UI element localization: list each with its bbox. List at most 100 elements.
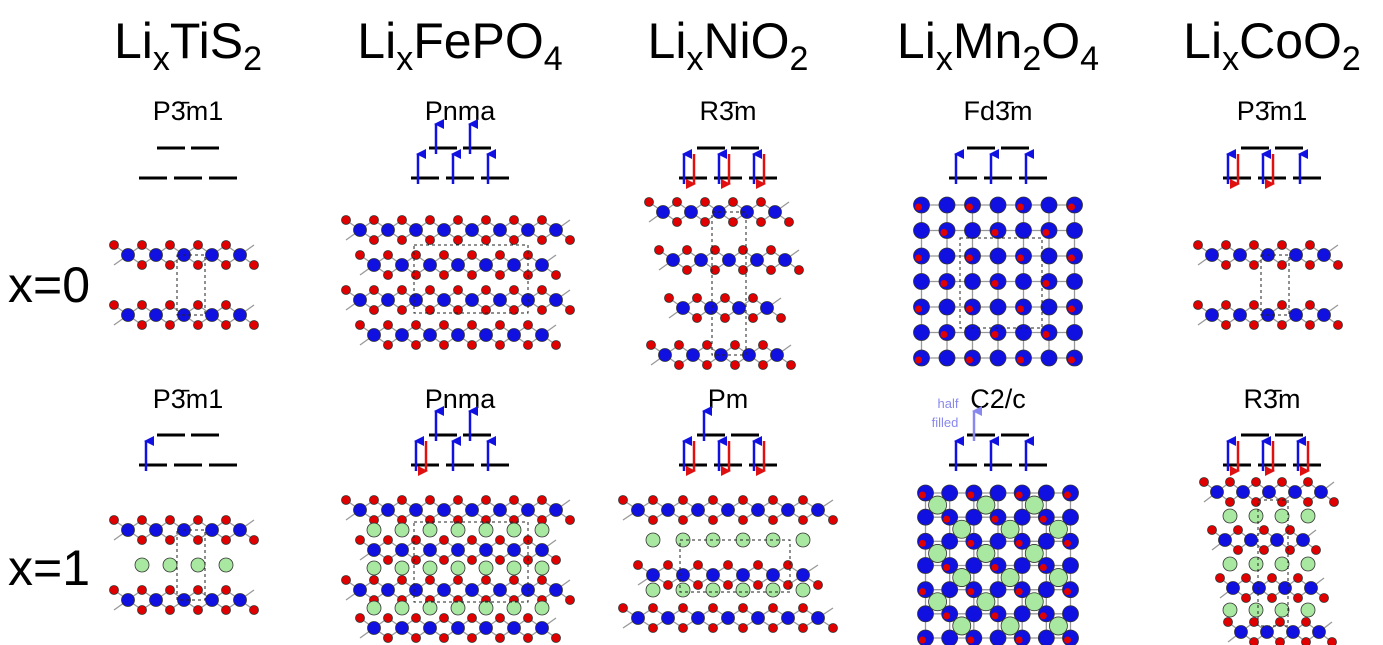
atom	[1275, 617, 1285, 627]
atom	[1066, 222, 1083, 239]
atom	[738, 603, 748, 613]
atom	[654, 245, 664, 255]
atom	[1260, 625, 1274, 639]
atom	[1015, 588, 1023, 596]
atom	[989, 581, 1007, 599]
atom	[1013, 557, 1031, 574]
atom	[928, 592, 947, 612]
atom	[509, 305, 519, 315]
atom	[366, 560, 382, 576]
atom	[708, 515, 718, 525]
atom	[383, 535, 393, 545]
atom	[165, 300, 175, 310]
atom	[353, 503, 367, 517]
atom	[952, 616, 972, 636]
atom	[221, 515, 231, 525]
atom	[479, 621, 493, 635]
atom	[381, 583, 395, 597]
atom	[425, 305, 435, 315]
atom	[674, 340, 684, 350]
atom	[751, 611, 765, 625]
atom	[740, 205, 754, 219]
atom	[663, 580, 673, 590]
atom	[381, 223, 395, 237]
atom	[422, 522, 438, 538]
atom	[1199, 477, 1209, 487]
atom	[551, 270, 561, 280]
atom	[1277, 320, 1287, 330]
atom	[943, 564, 951, 571]
atom	[1037, 532, 1055, 550]
atom	[1262, 485, 1276, 499]
atom	[1259, 545, 1269, 555]
atom	[738, 495, 748, 505]
atom	[735, 582, 751, 598]
atom	[481, 305, 491, 315]
atom	[967, 491, 975, 499]
atom	[720, 293, 730, 303]
atom	[423, 328, 437, 342]
atom	[1210, 485, 1224, 499]
atom	[394, 522, 410, 538]
atom	[783, 560, 793, 570]
atom	[644, 197, 654, 207]
atom	[537, 305, 547, 315]
atom	[394, 600, 410, 616]
annotation: half	[938, 396, 959, 411]
atom	[1236, 485, 1250, 499]
atom	[941, 581, 959, 599]
atom	[684, 205, 698, 219]
atom	[493, 293, 507, 307]
atom	[397, 285, 407, 295]
atom	[1013, 508, 1031, 526]
atom	[109, 515, 119, 525]
atom	[631, 503, 645, 517]
row-label: x=1	[8, 540, 90, 596]
atom	[1049, 519, 1068, 539]
atom	[395, 258, 409, 272]
atom	[383, 270, 393, 280]
atom	[618, 495, 628, 505]
atom	[766, 265, 776, 275]
atom	[1303, 477, 1313, 487]
atom	[720, 313, 730, 323]
atom	[710, 265, 720, 275]
atom	[137, 240, 147, 250]
unit-cell	[959, 237, 1043, 329]
atom	[991, 280, 999, 287]
atom	[355, 320, 365, 330]
atom	[728, 217, 738, 227]
atom	[411, 633, 421, 643]
atom	[776, 313, 786, 323]
atom	[648, 515, 658, 525]
atom	[233, 248, 247, 262]
atom	[534, 600, 550, 616]
atom	[481, 495, 491, 505]
atom	[919, 539, 926, 547]
atom	[700, 197, 710, 207]
atom	[221, 605, 231, 615]
atom	[1068, 305, 1075, 313]
atom	[748, 313, 758, 323]
atom	[1305, 300, 1315, 310]
atom	[760, 301, 774, 315]
atom	[648, 603, 658, 613]
atom	[193, 605, 203, 615]
atom	[1017, 254, 1024, 262]
atom	[397, 575, 407, 585]
atom	[233, 308, 247, 322]
atom	[467, 555, 477, 565]
atom	[989, 484, 1007, 502]
atom	[451, 621, 465, 635]
atom	[1062, 508, 1079, 526]
atom	[537, 235, 547, 245]
atom	[523, 613, 533, 623]
space-group: Pnma	[425, 96, 497, 126]
atom	[702, 360, 712, 370]
atom	[1329, 497, 1339, 507]
atom	[439, 633, 449, 643]
atom	[1277, 497, 1287, 507]
atom	[341, 575, 351, 585]
atom	[989, 298, 1007, 316]
atom	[162, 557, 178, 573]
